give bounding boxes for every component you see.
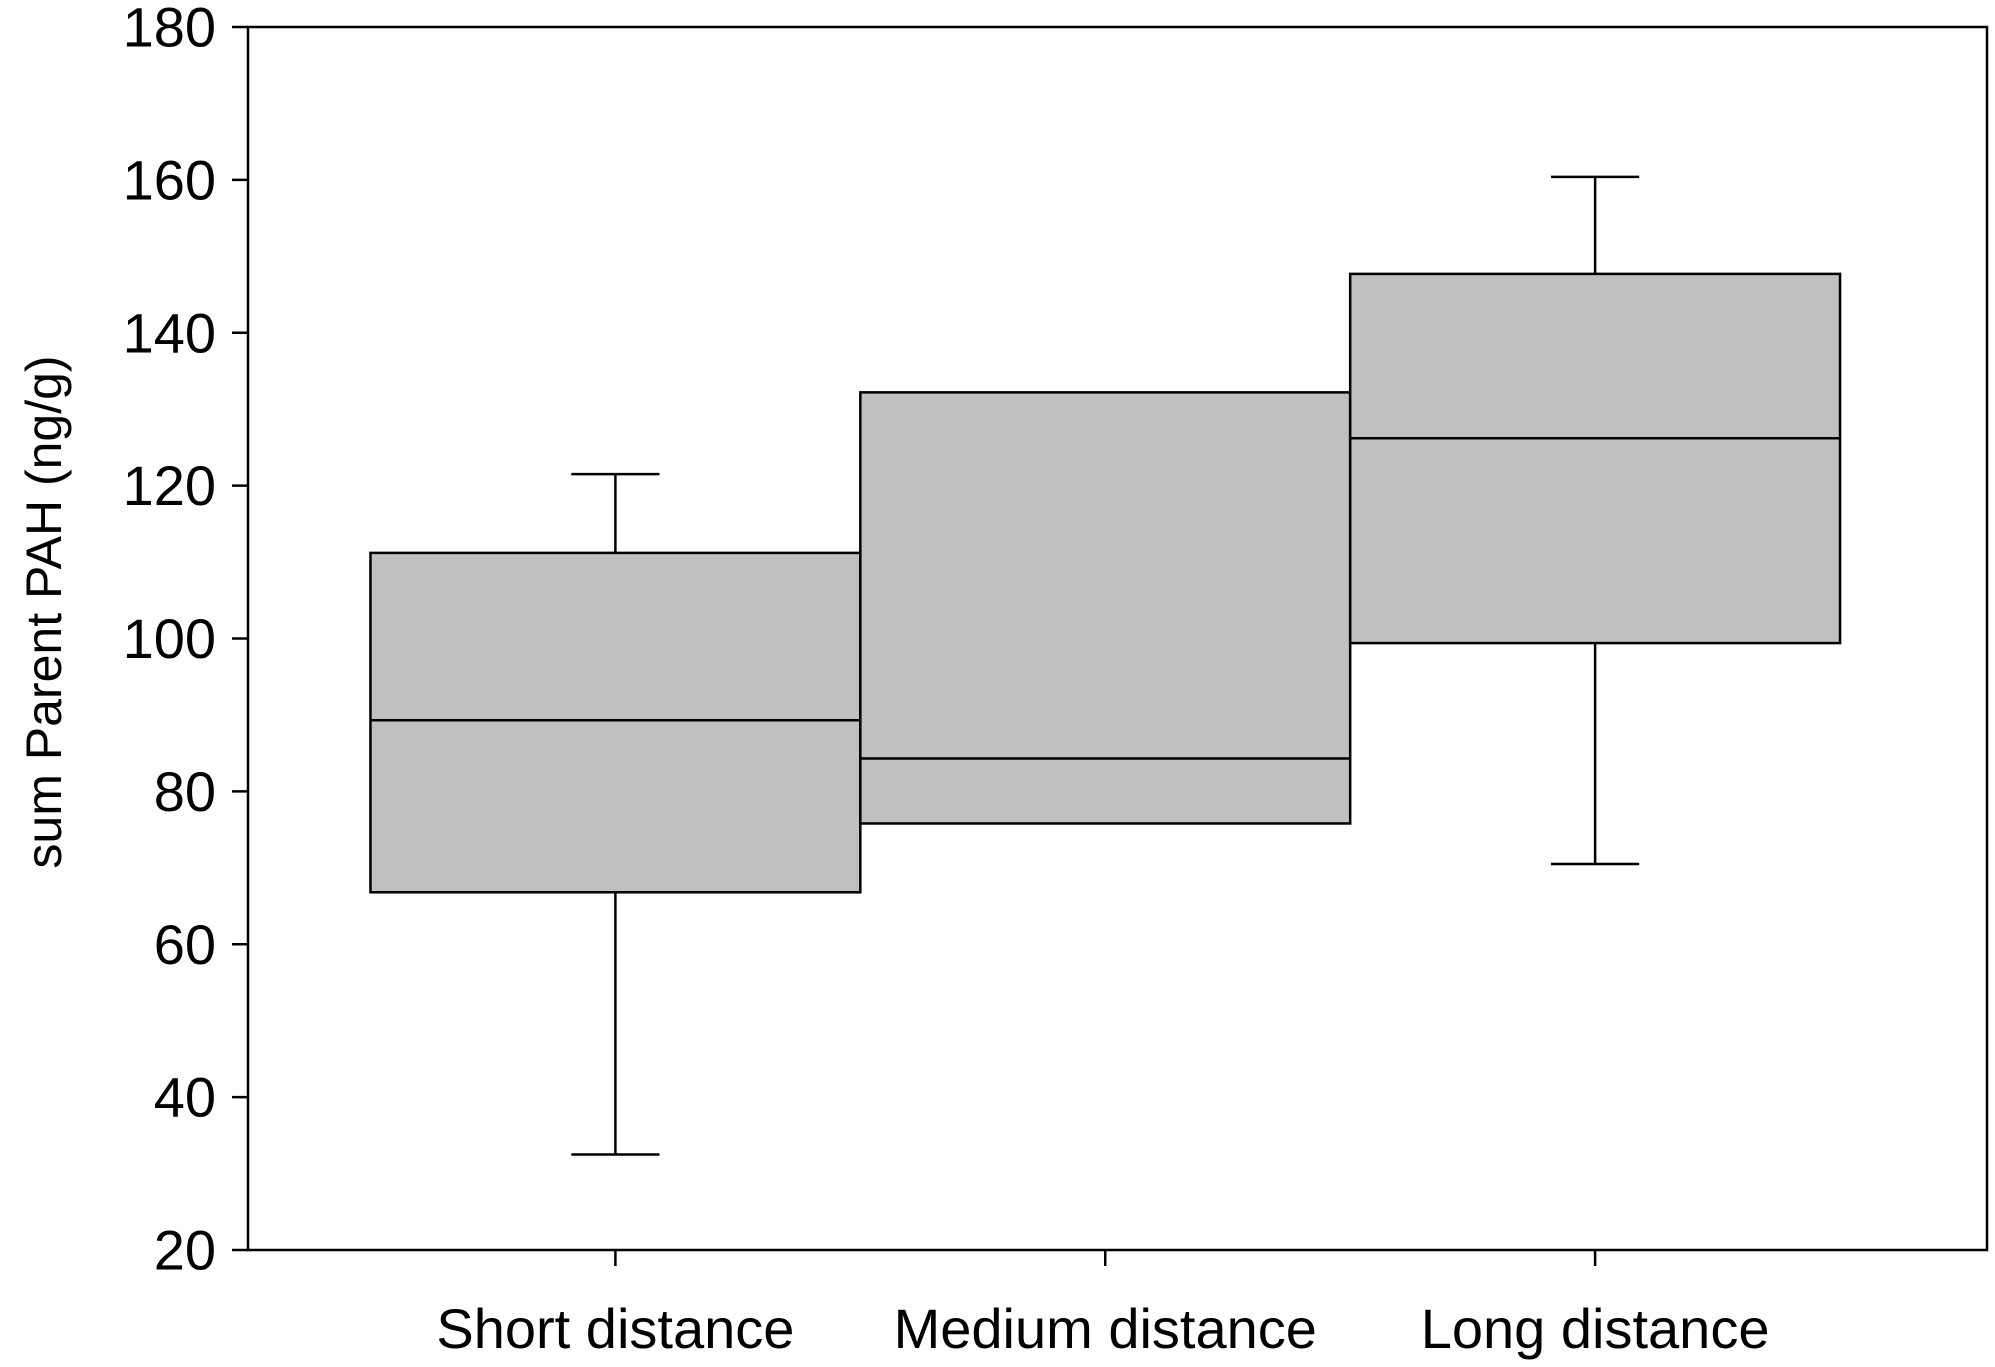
y-tick-label: 40 xyxy=(154,1066,216,1129)
x-category-label: Medium distance xyxy=(894,1297,1317,1360)
box-iqr xyxy=(369,551,862,894)
y-tick-label: 160 xyxy=(123,148,216,211)
y-tick-label: 80 xyxy=(154,760,216,823)
y-tick-label: 120 xyxy=(123,454,216,517)
box-iqr xyxy=(1348,272,1842,645)
x-axis: Short distance Medium distance Long distan… xyxy=(436,1250,1769,1360)
box-short-distance xyxy=(369,472,862,1156)
y-tick-label: 140 xyxy=(123,301,216,364)
y-tick-label: 60 xyxy=(154,913,216,976)
boxes-group xyxy=(369,175,1842,1156)
y-axis-title: sum Parent PAH (ng/g) xyxy=(16,355,72,868)
x-category-label: Short distance xyxy=(436,1297,794,1360)
y-tick-label: 20 xyxy=(154,1219,216,1282)
y-axis: 20 40 60 80 100 120 140 160 180 xyxy=(123,0,248,1282)
x-category-label: Long distance xyxy=(1421,1297,1770,1360)
y-tick-label: 180 xyxy=(123,0,216,59)
y-tick-label: 100 xyxy=(123,607,216,670)
box-long-distance xyxy=(1348,175,1842,866)
box-medium-distance xyxy=(859,391,1352,825)
